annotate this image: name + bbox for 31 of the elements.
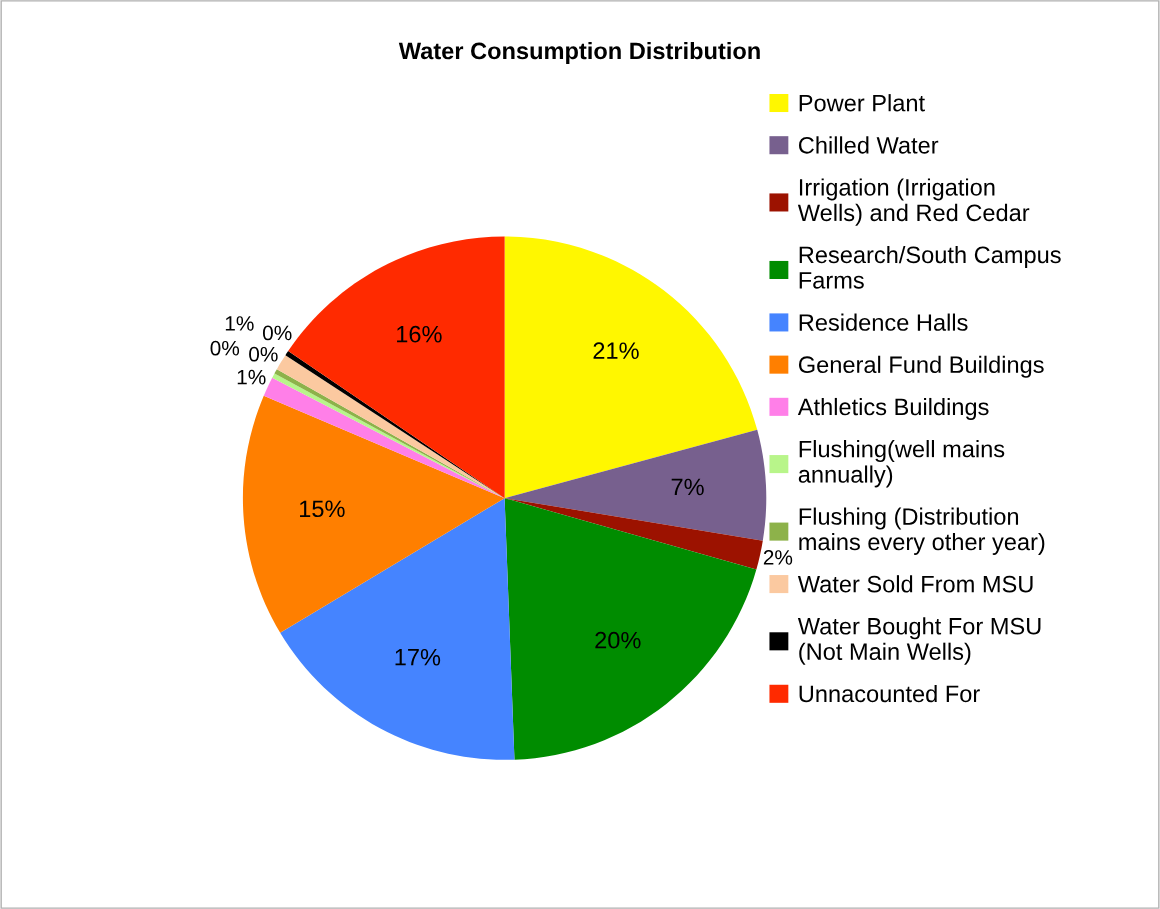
chart-title: Water Consumption Distribution bbox=[398, 41, 760, 64]
data-label: 0% bbox=[262, 325, 292, 341]
legend-label: Chilled Water bbox=[798, 136, 939, 154]
data-label: 2% bbox=[763, 550, 793, 565]
pie-slice bbox=[504, 498, 757, 760]
data-label: 0% bbox=[249, 346, 278, 362]
legend-label: Research/South Campus Farms bbox=[799, 245, 1061, 289]
legend-label: Flushing (Distribution mains every other year) bbox=[799, 507, 1045, 555]
data-label: 0% bbox=[210, 340, 240, 356]
data-label: 1% bbox=[225, 316, 254, 331]
data-label: 16% bbox=[397, 325, 442, 343]
pie-slice bbox=[504, 236, 758, 499]
legend-label: Athletics Buildings bbox=[797, 397, 989, 420]
legend-label: Water Bought For MSU (Not Main Wells) bbox=[797, 617, 1041, 665]
legend-label: Power Plant bbox=[799, 94, 925, 112]
pie-slice bbox=[242, 395, 505, 633]
pie-slice bbox=[504, 498, 763, 570]
data-label: 17% bbox=[395, 648, 441, 666]
legend-label: General Fund Buildings bbox=[798, 355, 1044, 378]
data-label: 21% bbox=[593, 342, 639, 359]
data-label: 20% bbox=[595, 631, 641, 649]
legend-label: Unnacounted For bbox=[799, 684, 980, 703]
data-label: 1% bbox=[237, 369, 266, 385]
pie-slice bbox=[504, 429, 767, 541]
legend-label: Irrigation (Irrigation Wells) and Red Cedar bbox=[797, 178, 1030, 226]
data-label: 7% bbox=[671, 478, 704, 496]
data-label: 15% bbox=[300, 500, 345, 518]
legend-label: Flushing(well mains annually) bbox=[798, 440, 1005, 488]
legend-label: Water Sold From MSU bbox=[797, 575, 1033, 593]
pie-slice bbox=[280, 498, 515, 760]
legend-label: Residence Halls bbox=[799, 313, 968, 331]
